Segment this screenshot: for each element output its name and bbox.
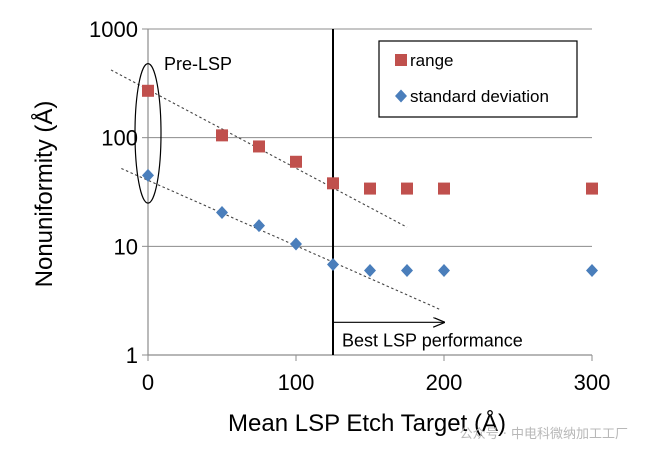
- range-point: [290, 155, 302, 168]
- stdev-point: [401, 263, 413, 277]
- legend-marker-stdev: [395, 89, 407, 103]
- range-point: [216, 129, 228, 142]
- x-tick-label-100: 100: [278, 370, 315, 395]
- x-tick-label-300: 300: [574, 370, 611, 395]
- range-point: [401, 182, 413, 195]
- legend-label-range: range: [410, 51, 453, 70]
- stdev-point: [290, 237, 302, 251]
- stdev-trend-line: [121, 168, 442, 311]
- y-axis-title: Nonuniformity (Å): [30, 101, 58, 288]
- stdev-point: [586, 263, 598, 277]
- stdev-point: [438, 263, 450, 277]
- y-tick-label-100: 100: [101, 126, 138, 151]
- range-trend-line: [110, 69, 408, 228]
- range-point: [586, 182, 598, 195]
- y-tick-label-1: 1: [126, 343, 138, 368]
- y-tick-label-1000: 1000: [89, 17, 138, 42]
- x-tick-label-0: 0: [142, 370, 154, 395]
- legend-marker-range: [395, 54, 407, 66]
- range-point: [438, 182, 450, 195]
- range-point: [364, 182, 376, 195]
- x-axis-title: Mean LSP Etch Target (Å): [228, 409, 506, 437]
- legend-label-stdev: standard deviation: [410, 87, 549, 106]
- watermark: 公众号 · 中电科微纳加工工厂: [460, 427, 628, 442]
- x-tick-label-200: 200: [426, 370, 463, 395]
- legend-box: [378, 40, 578, 118]
- best-lsp-label: Best LSP performance: [342, 330, 523, 350]
- stdev-point: [364, 263, 376, 277]
- range-point: [142, 84, 154, 97]
- y-tick-label-10: 10: [114, 234, 138, 259]
- stdev-point: [216, 205, 228, 219]
- stdev-point: [327, 258, 339, 272]
- pre-lsp-ellipse: [134, 63, 162, 204]
- stdev-point: [253, 219, 265, 233]
- range-point: [253, 140, 265, 153]
- stdev-point: [142, 168, 154, 182]
- range-point: [327, 177, 339, 190]
- pre-lsp-label: Pre-LSP: [164, 54, 232, 74]
